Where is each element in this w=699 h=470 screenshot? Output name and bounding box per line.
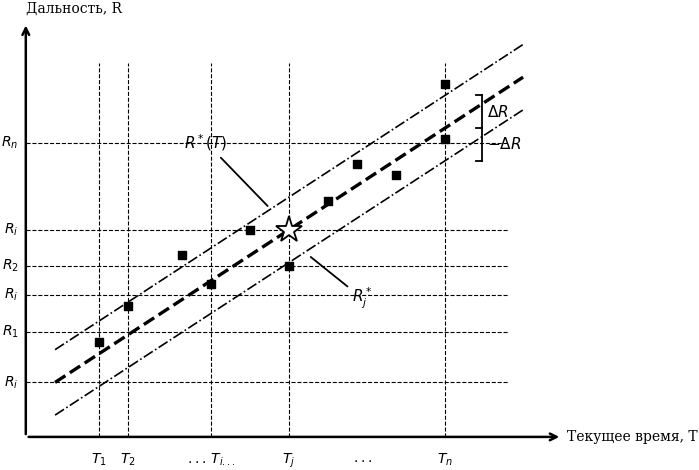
Text: $R^*(T)$: $R^*(T)$ — [185, 132, 268, 206]
Point — [352, 161, 363, 168]
Text: $R_i$: $R_i$ — [4, 374, 18, 391]
Text: Дальность, R: Дальность, R — [26, 1, 122, 16]
Text: $T_n$: $T_n$ — [437, 452, 453, 468]
Point — [440, 135, 451, 143]
Text: $R_2$: $R_2$ — [1, 258, 18, 274]
Text: $T_j$: $T_j$ — [282, 452, 296, 470]
Point — [440, 81, 451, 88]
Text: $R_i$: $R_i$ — [4, 287, 18, 304]
Point — [391, 172, 402, 179]
Text: $T_1$: $T_1$ — [91, 452, 107, 468]
Text: $R_1$: $R_1$ — [1, 323, 18, 340]
Point — [206, 281, 217, 288]
Text: $R^*_j$: $R^*_j$ — [311, 257, 373, 312]
Point — [245, 226, 256, 234]
Point — [176, 251, 187, 259]
Text: $-\Delta R$: $-\Delta R$ — [487, 136, 522, 152]
Point — [322, 197, 333, 204]
Text: Текущее время, T: Текущее время, T — [567, 430, 698, 444]
Point — [122, 302, 134, 310]
Text: $\Delta R$: $\Delta R$ — [487, 104, 509, 120]
Text: $R_n$: $R_n$ — [1, 134, 18, 151]
Point — [94, 339, 105, 346]
Text: $...\,T_{i...}$: $...\,T_{i...}$ — [187, 452, 236, 468]
Text: $T_2$: $T_2$ — [120, 452, 136, 468]
Point — [284, 262, 295, 270]
Text: $...$: $...$ — [352, 452, 372, 465]
Text: $R_i$: $R_i$ — [4, 221, 18, 238]
